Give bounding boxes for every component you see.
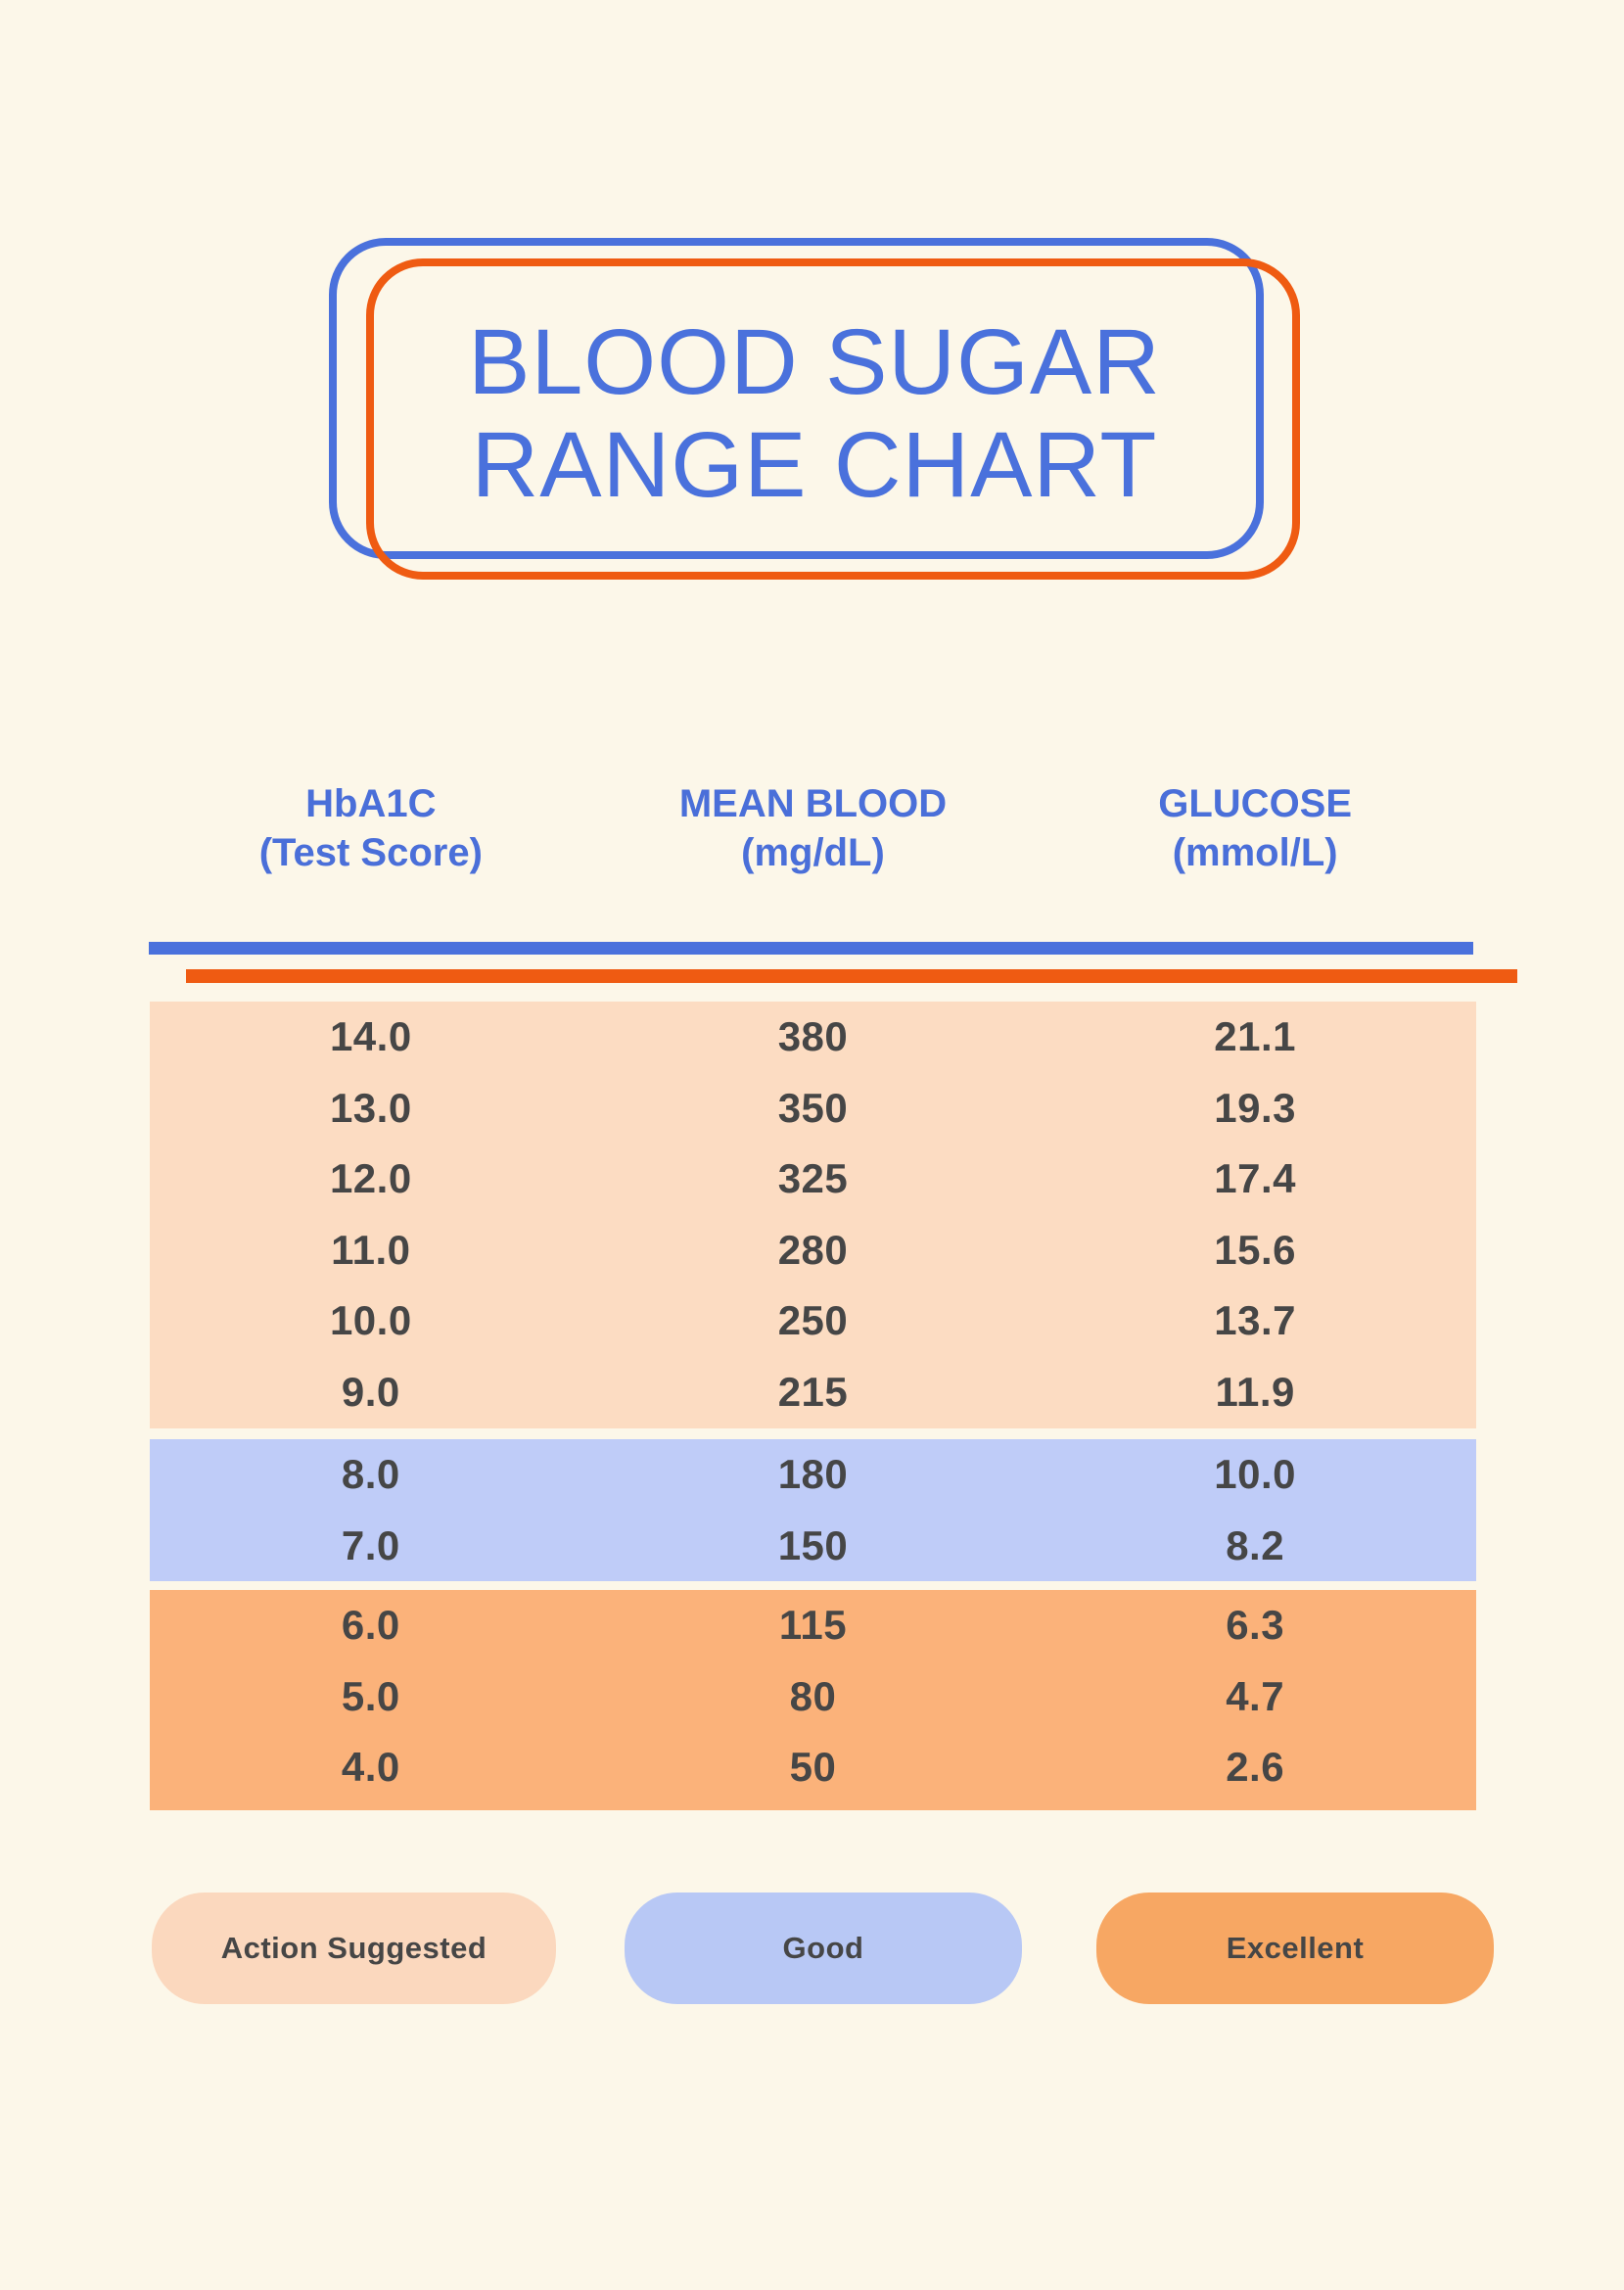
table-row: 11.0 280 15.6: [150, 1215, 1476, 1286]
cell-mean-blood: 50: [789, 1744, 837, 1791]
cell-glucose: 2.6: [1226, 1744, 1285, 1791]
page-title-line-1: BLOOD SUGAR: [468, 310, 1161, 414]
table-row: 9.0 215 11.9: [150, 1357, 1476, 1428]
title-border-blue: [329, 238, 1264, 559]
cell-mean-blood: 80: [789, 1672, 837, 1719]
cell-hba1c: 6.0: [341, 1602, 400, 1649]
cell-mean-blood: 280: [777, 1226, 849, 1273]
title-border-orange: [366, 258, 1300, 580]
table-row: 12.0 325 17.4: [150, 1144, 1476, 1215]
cell-hba1c: 8.0: [341, 1451, 400, 1498]
column-header-mean-blood: MEAN BLOOD (mg/dL): [592, 779, 1035, 877]
cell-hba1c: 10.0: [329, 1297, 412, 1344]
cell-hba1c: 14.0: [329, 1013, 412, 1060]
cell-hba1c: 9.0: [341, 1368, 400, 1415]
cell-hba1c: 4.0: [341, 1744, 400, 1791]
table-row: 4.0 50 2.6: [150, 1732, 1476, 1803]
cell-glucose: 19.3: [1214, 1084, 1297, 1131]
divider-line-orange: [186, 969, 1517, 983]
legend-label: Good: [782, 1931, 864, 1965]
table-row: 10.0 250 13.7: [150, 1285, 1476, 1357]
table-row: 14.0 380 21.1: [150, 1002, 1476, 1073]
cell-hba1c: 7.0: [341, 1521, 400, 1568]
cell-glucose: 8.2: [1226, 1521, 1285, 1568]
legend-pill-action-suggested: Action Suggested: [152, 1893, 556, 2004]
legend-label: Action Suggested: [220, 1931, 487, 1965]
cell-mean-blood: 150: [777, 1521, 849, 1568]
column-header-glucose-line1: GLUCOSE: [1158, 782, 1353, 825]
column-header-hba1c: HbA1C (Test Score): [150, 779, 592, 877]
cell-glucose: 13.7: [1214, 1297, 1297, 1344]
cell-glucose: 4.7: [1226, 1672, 1285, 1719]
table-row: 13.0 350 19.3: [150, 1073, 1476, 1145]
column-header-hba1c-line2: (Test Score): [258, 831, 483, 874]
cell-hba1c: 11.0: [331, 1226, 411, 1273]
cell-mean-blood: 325: [777, 1155, 849, 1202]
cell-glucose: 15.6: [1214, 1226, 1297, 1273]
column-header-mean-blood-line2: (mg/dL): [741, 831, 885, 874]
cell-mean-blood: 380: [777, 1013, 849, 1060]
cell-hba1c: 5.0: [341, 1672, 400, 1719]
cell-glucose: 10.0: [1214, 1451, 1297, 1498]
legend-pill-excellent: Excellent: [1096, 1893, 1494, 2004]
cell-glucose: 6.3: [1226, 1602, 1285, 1649]
column-header-glucose-line2: (mmol/L): [1172, 831, 1338, 874]
table-row: 7.0 150 8.2: [150, 1511, 1476, 1582]
column-header-mean-blood-line1: MEAN BLOOD: [678, 782, 948, 825]
cell-hba1c: 12.0: [329, 1155, 412, 1202]
cell-glucose: 17.4: [1214, 1155, 1297, 1202]
cell-mean-blood: 115: [778, 1602, 848, 1649]
cell-hba1c: 13.0: [329, 1084, 412, 1131]
cell-mean-blood: 180: [777, 1451, 849, 1498]
column-headers: HbA1C (Test Score) MEAN BLOOD (mg/dL) GL…: [150, 779, 1476, 877]
table-section-good: 8.0 180 10.0 7.0 150 8.2: [150, 1439, 1476, 1581]
cell-glucose: 11.9: [1215, 1368, 1295, 1415]
table-section-excellent: 6.0 115 6.3 5.0 80 4.7 4.0 50 2.6: [150, 1590, 1476, 1810]
legend-pill-good: Good: [625, 1893, 1022, 2004]
legend-label: Excellent: [1226, 1931, 1365, 1965]
column-header-glucose: GLUCOSE (mmol/L): [1034, 779, 1476, 877]
divider-line-blue: [149, 942, 1473, 955]
cell-mean-blood: 215: [777, 1368, 849, 1415]
cell-glucose: 21.1: [1214, 1013, 1297, 1060]
table-row: 8.0 180 10.0: [150, 1439, 1476, 1511]
table-row: 6.0 115 6.3: [150, 1590, 1476, 1661]
table-row: 5.0 80 4.7: [150, 1661, 1476, 1733]
page-title: BLOOD SUGAR RANGE CHART: [329, 311, 1300, 517]
page-title-line-2: RANGE CHART: [471, 413, 1158, 517]
cell-mean-blood: 350: [777, 1084, 849, 1131]
cell-mean-blood: 250: [777, 1297, 849, 1344]
table-section-action-suggested: 14.0 380 21.1 13.0 350 19.3 12.0 325 17.…: [150, 1002, 1476, 1428]
column-header-hba1c-line1: HbA1C: [305, 782, 437, 825]
